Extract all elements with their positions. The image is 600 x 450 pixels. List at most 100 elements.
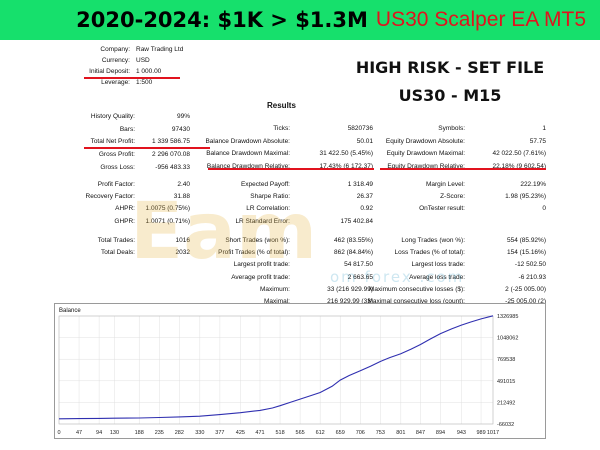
results-value: 1.0071 (0.71%) — [145, 217, 190, 225]
highlight-underline — [84, 77, 180, 79]
results-label: LR Standard Error: — [235, 217, 290, 225]
results-value: 97430 — [171, 125, 190, 133]
banner-subtitle: US30 Scalper EA MT5 — [375, 8, 586, 31]
y-tick-label: 1326985 — [497, 314, 518, 320]
company-value: USD — [136, 57, 150, 64]
results-label: Margin Level: — [425, 181, 465, 188]
y-tick-label: -66032 — [497, 422, 514, 428]
results-value: 2 (-25 005.00) — [505, 285, 546, 293]
banner-title: 2020-2024: $1K > $1.3M — [76, 8, 368, 32]
results-value: 31 422.50 (5.45%) — [319, 150, 373, 157]
x-tick-label: 943 — [457, 430, 466, 436]
results-value: 26.37 — [356, 193, 373, 201]
results-value: 154 (15.16%) — [506, 249, 546, 257]
results-value: 31.88 — [173, 193, 190, 201]
y-tick-label: 491015 — [497, 379, 515, 385]
chart-title: Balance — [59, 308, 81, 314]
x-tick-label: 753 — [376, 430, 385, 436]
results-value: 1016 — [175, 237, 190, 244]
results-label: Ticks: — [273, 125, 290, 132]
results-value: 1.98 (95.23%) — [505, 193, 546, 201]
company-label: Leverage: — [101, 79, 130, 86]
results-label: Balance Drawdown Absolute: — [205, 137, 290, 145]
x-tick-label: 188 — [135, 430, 144, 436]
company-value: 1:500 — [136, 79, 153, 86]
results-value: 99% — [176, 113, 190, 120]
results-label: Average profit trade: — [231, 273, 290, 281]
results-label: Balance Drawdown Maximal: — [206, 150, 290, 157]
x-tick-label: 612 — [316, 430, 325, 436]
results-value: 1.0075 (0.75%) — [145, 205, 190, 213]
x-tick-label: 847 — [416, 430, 425, 436]
results-value: 5820736 — [347, 125, 373, 132]
company-label: Currency: — [101, 57, 130, 64]
results-label: Total Deals: — [101, 249, 135, 257]
results-label: Loss Trades (% of total): — [394, 249, 465, 257]
company-value: Raw Trading Ltd — [136, 46, 184, 53]
results-label: Maximal: — [263, 298, 290, 305]
x-tick-label: 94 — [96, 430, 102, 436]
highlight-underline — [84, 147, 210, 149]
x-tick-label: 0 — [57, 430, 60, 436]
results-label: AHPR: — [115, 205, 135, 213]
company-label: Initial Deposit: — [89, 68, 130, 75]
results-value: 33 (216 929.99) — [327, 285, 373, 293]
headline-line1: HIGH RISK - SET FILE — [355, 58, 545, 77]
results-value: 42 022.50 (7.61%) — [492, 150, 546, 157]
results-label: Total Net Profit: — [90, 138, 135, 146]
results-value: 2 663.65 — [347, 273, 373, 281]
x-tick-label: 659 — [336, 430, 345, 436]
results-value: 862 (84.84%) — [333, 249, 373, 257]
results-label: Largest profit trade: — [233, 261, 290, 269]
results-value: 17.43% (6 172.37) — [319, 162, 373, 170]
results-label: Gross Profit: — [98, 151, 135, 159]
results-value: -6 210.93 — [518, 273, 546, 281]
highlight-underline — [380, 168, 546, 170]
results-label: Bars: — [119, 125, 135, 133]
y-tick-label: 1048062 — [497, 336, 518, 342]
company-label: Company: — [100, 46, 130, 53]
highlight-underline — [208, 168, 374, 170]
results-value: 175 402.84 — [340, 217, 373, 225]
results-label: Balance Drawdown Relative: — [206, 162, 290, 170]
results-label: History Quality: — [90, 113, 135, 120]
results-label: Profit Factor: — [97, 181, 135, 188]
x-tick-label: 235 — [155, 430, 164, 436]
results-label: Maximal consecutive loss (count): — [367, 298, 465, 305]
results-value: -956 483.33 — [155, 163, 190, 171]
results-value: 216 929.99 (33) — [327, 298, 373, 305]
plot-frame — [58, 315, 494, 425]
results-label: Maximum: — [260, 285, 290, 293]
results-label: Sharpe Ratio: — [250, 193, 290, 201]
company-value: 1 000.00 — [136, 68, 162, 75]
results-value: 554 (85.92%) — [506, 237, 546, 244]
results-value: 222.19% — [520, 181, 546, 188]
results-value: 57.75 — [529, 137, 546, 145]
x-tick-label: 47 — [76, 430, 82, 436]
results-label: LR Correlation: — [246, 205, 290, 213]
results-label: Maximum consecutive losses ($): — [368, 285, 465, 293]
results-value: 1 339 586.75 — [152, 138, 190, 146]
results-value: 0 — [542, 205, 546, 213]
results-value: -12 502.50 — [514, 261, 546, 269]
results-label: Gross Loss: — [100, 163, 135, 171]
results-label: Long Trades (won %): — [401, 237, 465, 244]
y-tick-label: 769538 — [497, 357, 515, 363]
results-value: 54 817.50 — [344, 261, 373, 269]
results-value: 2.40 — [177, 181, 190, 188]
x-tick-label: 801 — [396, 430, 405, 436]
results-label: Short Trades (won %): — [225, 237, 290, 244]
results-value: 2032 — [175, 249, 190, 257]
balance-chart: Balance 1326985 1048062 769538 491015 212492 -… — [54, 303, 546, 439]
results-label: OnTester result: — [419, 205, 465, 213]
x-tick-label: 989 — [476, 430, 485, 436]
results-label: Equity Drawdown Relative: — [387, 162, 465, 170]
balance-line — [58, 315, 494, 420]
x-tick-label: 377 — [215, 430, 224, 436]
results-value: 1 — [542, 125, 546, 132]
results-value: -25 005.00 (2) — [505, 298, 546, 305]
x-tick-label: 471 — [255, 430, 264, 436]
y-tick-label: 212492 — [497, 400, 515, 406]
x-tick-label: 425 — [236, 430, 245, 436]
results-value: 50.01 — [356, 137, 373, 145]
